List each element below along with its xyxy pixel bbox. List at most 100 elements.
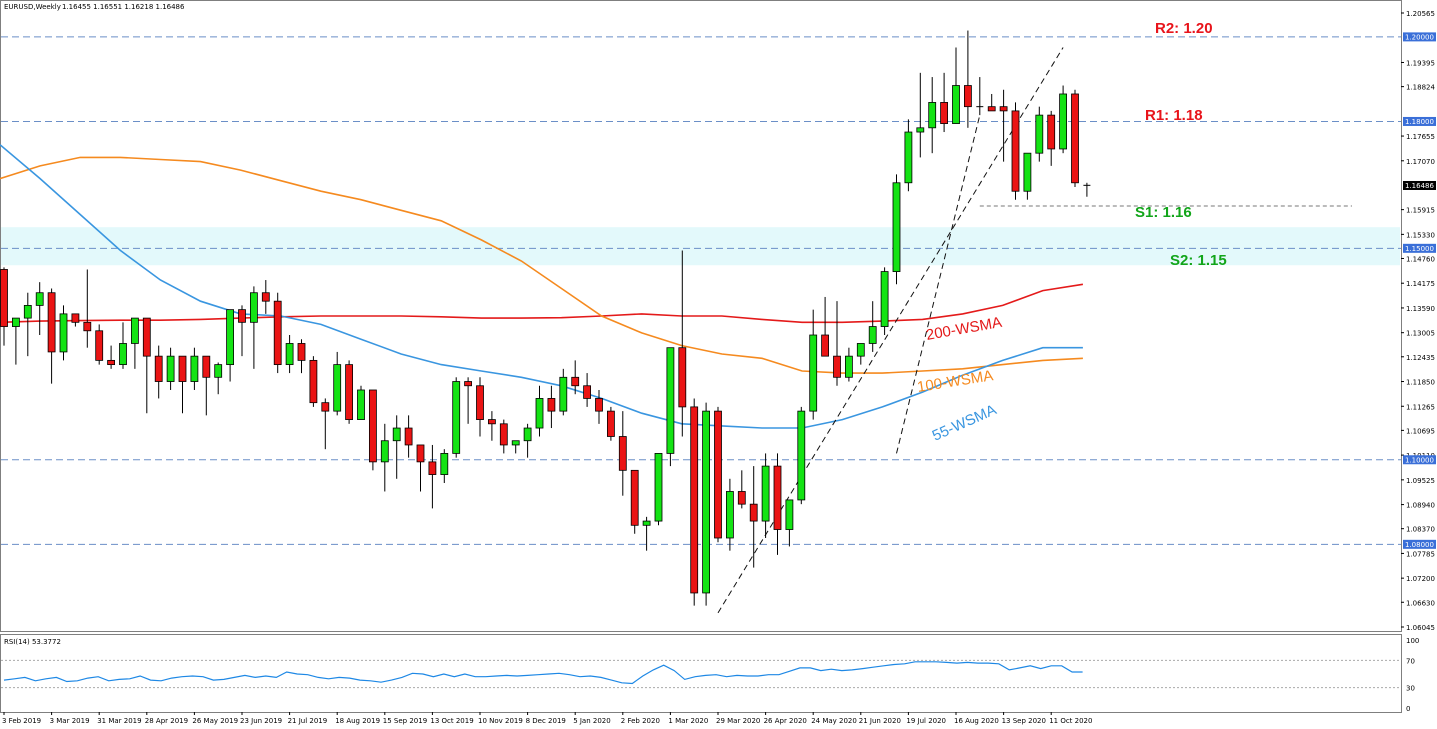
candle xyxy=(119,322,127,369)
ohlc-readout: 1.16455 1.16551 1.16218 1.16486 xyxy=(62,3,185,11)
candle-body-bear xyxy=(821,334,829,357)
candle xyxy=(59,305,68,361)
candle-body-bear xyxy=(547,398,556,412)
price-tick-label: 1.20565 xyxy=(1406,10,1435,18)
date-tick-label: 16 Aug 2020 xyxy=(954,717,999,725)
wsma55-label: 55-WSMA xyxy=(930,401,999,444)
candle-body-bear xyxy=(714,410,722,539)
candle-body-bull xyxy=(952,85,960,124)
price-tick-label: 1.06045 xyxy=(1406,624,1435,632)
candle xyxy=(714,406,722,543)
candle xyxy=(464,377,473,424)
candle xyxy=(107,345,115,369)
candle-body-bull xyxy=(892,182,901,272)
candle xyxy=(11,317,20,365)
candle-body-bear xyxy=(428,461,437,475)
candle-body-bear xyxy=(749,503,758,522)
candle xyxy=(511,440,520,454)
candle xyxy=(868,301,877,352)
candle-body-bull xyxy=(845,355,853,378)
symbol-title: EURUSD,Weekly xyxy=(4,3,61,11)
candle xyxy=(571,360,580,395)
candle-body-bear xyxy=(571,376,580,387)
candle xyxy=(618,411,627,496)
moving-averages xyxy=(0,144,1084,429)
date-tick-label: 2 Feb 2020 xyxy=(621,717,660,725)
candle xyxy=(130,317,139,369)
level-tag-label: 1.15000 xyxy=(1405,245,1434,253)
candle xyxy=(47,288,56,384)
candle-body-bear xyxy=(499,423,508,446)
candle-body-bull xyxy=(119,343,127,366)
date-tick-label: 5 Jan 2020 xyxy=(573,717,611,725)
candle xyxy=(487,411,496,441)
candle-body-bull xyxy=(797,410,806,501)
candle-body-bear xyxy=(71,313,80,323)
price-tick-label: 1.06630 xyxy=(1406,599,1435,607)
candle-body-bull xyxy=(214,364,223,378)
candle-body-bear xyxy=(297,343,306,361)
date-tick-label: 13 Oct 2019 xyxy=(430,717,473,725)
price-tick-label: 1.13590 xyxy=(1406,305,1435,313)
candle xyxy=(178,355,187,414)
wsma100-line xyxy=(0,156,1083,374)
candle-body-bull xyxy=(535,398,544,429)
date-tick-label: 8 Dec 2019 xyxy=(526,717,566,725)
candle xyxy=(940,72,948,133)
rsi-tick-label: 0 xyxy=(1406,705,1410,713)
candle-body-bull xyxy=(1023,152,1032,192)
candle-body-bull xyxy=(785,499,794,530)
candle xyxy=(333,351,342,416)
candle-body-bear xyxy=(987,106,996,112)
candle-body-bull xyxy=(249,292,258,323)
candle-body-bear xyxy=(83,321,92,332)
candle xyxy=(833,301,841,386)
candle-body-bull xyxy=(654,453,663,522)
wsma55-line xyxy=(0,144,1083,429)
candle-body-bull xyxy=(904,131,913,184)
candle-body-bull xyxy=(59,313,68,353)
price-tick-label: 1.08940 xyxy=(1406,502,1435,510)
candle-body-bull xyxy=(130,317,139,344)
candle xyxy=(583,373,591,407)
price-tick-label: 1.11850 xyxy=(1406,379,1435,387)
candle-body-bear xyxy=(309,359,318,404)
candle-body-bull xyxy=(440,453,449,475)
candle-body-bull xyxy=(1035,114,1044,154)
candle xyxy=(1047,110,1056,166)
price-tick-label: 1.10695 xyxy=(1406,427,1435,435)
candle xyxy=(238,305,246,357)
candle-body-bull xyxy=(357,389,365,420)
rsi-tick-label: 30 xyxy=(1406,685,1415,693)
candle xyxy=(440,449,449,484)
candle xyxy=(368,389,377,471)
candle xyxy=(607,406,615,441)
candle-body-bear xyxy=(583,385,591,399)
level-tag-bg xyxy=(1403,539,1436,549)
candle xyxy=(642,516,651,551)
candle xyxy=(1083,182,1091,197)
level-tag-bg xyxy=(1403,455,1436,465)
candle xyxy=(785,499,794,547)
candle xyxy=(678,250,687,437)
candle xyxy=(214,362,223,395)
candle xyxy=(559,368,568,416)
candle xyxy=(166,347,175,390)
candle-body-bull xyxy=(880,271,889,327)
candle-body-bull xyxy=(928,102,937,129)
rsi-tick-label: 100 xyxy=(1406,637,1419,645)
candle-body-bear xyxy=(618,436,627,471)
rsi-title: RSI(14) 53.3772 xyxy=(4,638,61,646)
level-tag-bg xyxy=(1403,243,1436,253)
current-price-tag: 1.16486 xyxy=(1405,182,1434,190)
candle-body-bull xyxy=(190,355,199,382)
candle xyxy=(380,423,389,492)
candle-body-bull xyxy=(856,343,865,357)
candle-body-bear xyxy=(1011,110,1020,192)
candle xyxy=(666,347,675,467)
level-tag-bg xyxy=(1403,32,1436,42)
candle xyxy=(1035,106,1044,162)
price-tick-label: 1.17070 xyxy=(1406,158,1435,166)
candle xyxy=(476,377,484,437)
candle xyxy=(154,345,163,399)
